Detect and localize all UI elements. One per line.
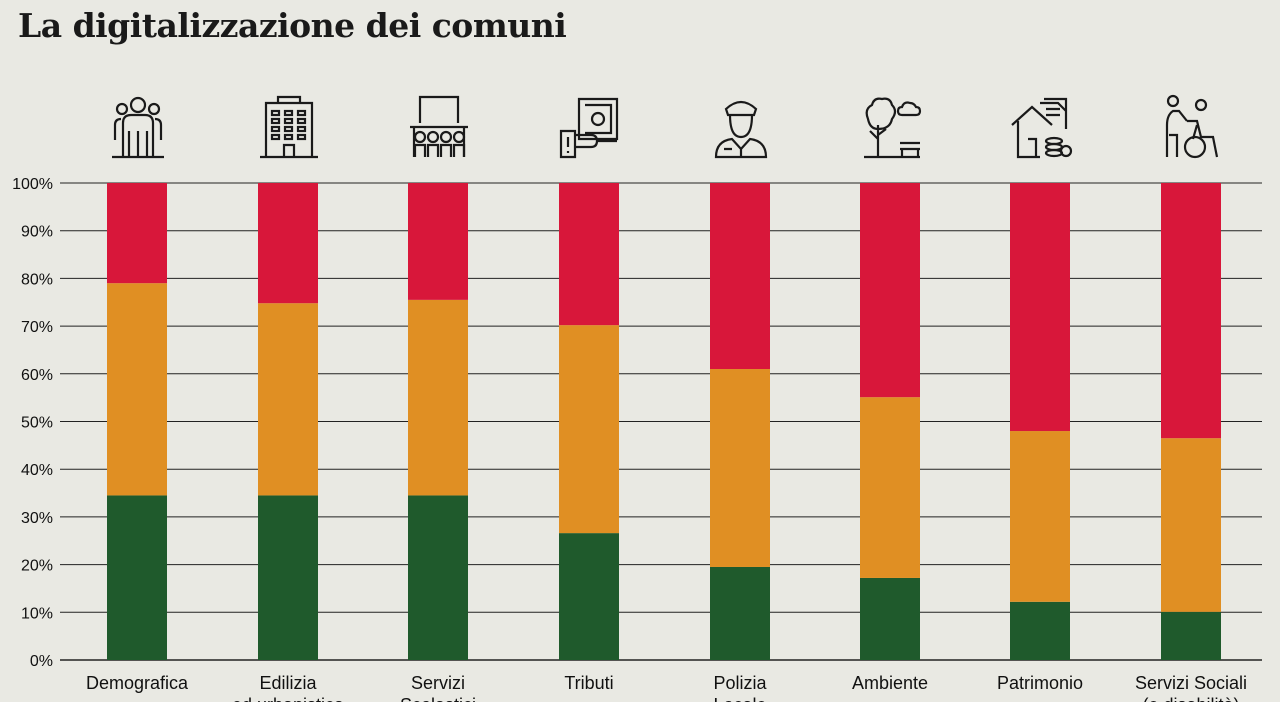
x-tick-label: Ambiente: [815, 672, 965, 702]
x-tick-label: ServiziScolastici: [363, 672, 513, 702]
y-tick-label: 20%: [21, 558, 53, 575]
y-tick-label: 70%: [21, 319, 53, 336]
x-tick-label-line: ed urbanistica: [213, 694, 363, 702]
park-tree-bench-icon: [864, 97, 922, 159]
people-group-icon: [112, 96, 164, 159]
bar-segment-orange: [1010, 431, 1070, 602]
bar-segment-green: [258, 495, 318, 660]
y-tick-label: 40%: [21, 462, 53, 479]
money-hand-icon: [559, 97, 619, 159]
y-tick-label: 10%: [21, 605, 53, 622]
bar-segment-green: [1161, 611, 1221, 660]
x-tick-label: Ediliziaed urbanistica: [213, 672, 363, 702]
x-tick-label-line: Patrimonio: [996, 673, 1084, 693]
bar-segment-orange: [710, 369, 770, 567]
bar-segment-red: [1010, 183, 1070, 432]
y-tick-label: 90%: [21, 224, 53, 241]
bar-segment-green: [559, 533, 619, 660]
x-tick-label-line: Demografica: [85, 673, 189, 693]
bar-segment-red: [860, 183, 920, 398]
bar-segment-red: [559, 183, 619, 326]
y-tick-label: 100%: [12, 176, 53, 193]
bar-segment-green: [860, 577, 920, 660]
x-tick-label-line: Servizi Sociali: [1134, 673, 1248, 693]
house-coins-icon: [1011, 97, 1073, 159]
bar-segment-green: [408, 495, 468, 660]
x-tick-label: Demografica: [62, 672, 212, 702]
wheelchair-assist-icon: [1165, 94, 1219, 159]
bar-segment-red: [1161, 183, 1221, 439]
bar-segment-orange: [107, 283, 167, 496]
bar-segment-green: [710, 566, 770, 660]
x-tick-label: Servizi Sociali(e disabilità): [1116, 672, 1266, 702]
bar-segment-red: [258, 183, 318, 304]
bar-segment-red: [408, 183, 468, 300]
x-tick-label: Patrimonio: [965, 672, 1115, 702]
x-tick-label: PoliziaLocale: [665, 672, 815, 702]
x-tick-label-line: Servizi: [410, 673, 465, 693]
bar-segment-green: [1010, 601, 1070, 660]
bar-segment-orange: [258, 303, 318, 496]
chart-title: La digitalizzazione dei comuni: [18, 6, 567, 45]
x-tick-label: Tributi: [514, 672, 664, 702]
bar-segment-red: [710, 183, 770, 370]
bar-segment-red: [107, 183, 167, 284]
bar-segment-orange: [559, 325, 619, 534]
y-tick-label: 80%: [21, 271, 53, 288]
y-tick-label: 50%: [21, 415, 53, 432]
building-icon: [260, 95, 318, 159]
x-tick-label-line: Locale: [665, 694, 815, 702]
bar-segment-orange: [1161, 438, 1221, 612]
x-tick-label-line: Edilizia: [259, 673, 317, 693]
x-tick-label-line: Polizia: [713, 673, 767, 693]
x-tick-label-line: Tributi: [564, 673, 614, 693]
bar-segment-orange: [408, 299, 468, 496]
police-officer-icon: [714, 100, 768, 159]
x-tick-label-line: Ambiente: [851, 673, 929, 693]
y-tick-label: 0%: [30, 653, 53, 670]
y-tick-label: 60%: [21, 367, 53, 384]
classroom-icon: [410, 95, 468, 157]
x-tick-label-line: (e disabilità): [1116, 694, 1266, 702]
x-tick-label-line: Scolastici: [363, 694, 513, 702]
bar-segment-orange: [860, 397, 920, 578]
bar-segment-green: [107, 495, 167, 660]
y-tick-label: 30%: [21, 510, 53, 527]
